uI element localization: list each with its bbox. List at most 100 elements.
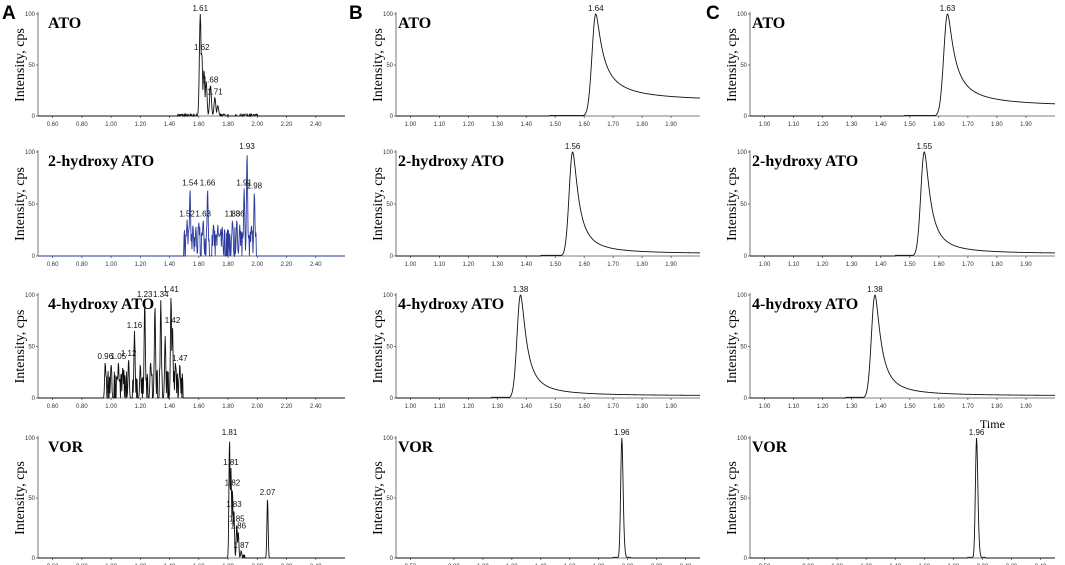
y-tick-label: 50 bbox=[28, 202, 35, 208]
y-tick-label: 100 bbox=[383, 150, 394, 156]
x-tick-label: 1.50 bbox=[904, 122, 916, 128]
series-trace bbox=[396, 151, 701, 257]
y-tick-label: 100 bbox=[383, 12, 394, 18]
x-tick-label: 2.40 bbox=[310, 262, 322, 268]
x-tick-label: 1.50 bbox=[904, 404, 916, 410]
analyte-label: VOR bbox=[48, 439, 84, 456]
peak-label: 1.62 bbox=[194, 43, 210, 52]
analyte-label: ATO bbox=[752, 15, 785, 32]
peak-label: 1.68 bbox=[203, 75, 219, 84]
y-axis-label: Intensity, cps bbox=[13, 167, 28, 241]
plot-c-4: 0501000.500.801.001.201.401.601.802.002.… bbox=[725, 428, 1055, 565]
x-tick-label: 1.10 bbox=[434, 122, 446, 128]
x-tick-label: 1.60 bbox=[193, 122, 205, 128]
peak-label: 1.91 bbox=[236, 178, 252, 187]
y-axis-label: Intensity, cps bbox=[371, 167, 386, 241]
x-tick-label: 1.80 bbox=[222, 122, 234, 128]
x-tick-label: 1.80 bbox=[991, 262, 1003, 268]
x-tick-label: 1.90 bbox=[665, 404, 677, 410]
series-trace bbox=[38, 13, 345, 118]
analyte-label: ATO bbox=[398, 15, 431, 32]
peak-label: 0.96 bbox=[97, 352, 113, 361]
x-tick-label: 1.00 bbox=[105, 122, 117, 128]
peak-label: 1.16 bbox=[127, 321, 143, 330]
series-trace bbox=[38, 298, 345, 400]
y-tick-label: 100 bbox=[25, 436, 36, 442]
x-tick-label: 1.70 bbox=[962, 404, 974, 410]
x-tick-label: 1.00 bbox=[105, 262, 117, 268]
peak-label: 1.41 bbox=[163, 285, 179, 294]
x-tick-label: 1.30 bbox=[491, 404, 503, 410]
x-tick-label: 1.10 bbox=[788, 262, 800, 268]
plot-c-1: 0 50 100 1.00 1.10 1.20 1.30 1.40 1.50 1.60 1.70 1.… bbox=[725, 4, 1056, 128]
x-tick-label: 1.00 bbox=[405, 404, 417, 410]
panel-letter-b: B bbox=[349, 3, 363, 24]
x-tick-label: 2.40 bbox=[310, 404, 322, 410]
peak-label: 1.96 bbox=[969, 428, 985, 437]
y-axis-label: Intensity, cps bbox=[725, 310, 740, 384]
x-tick-label: 1.60 bbox=[193, 404, 205, 410]
y-tick-label: 50 bbox=[386, 63, 393, 69]
x-tick-label: 0.80 bbox=[76, 122, 88, 128]
peak-label: 1.42 bbox=[165, 316, 181, 325]
x-tick-label: 1.80 bbox=[991, 122, 1003, 128]
x-tick-label: 1.40 bbox=[875, 262, 887, 268]
x-tick-label: 0.60 bbox=[47, 262, 59, 268]
y-tick-label: 50 bbox=[28, 63, 35, 69]
y-axis-label: Intensity, cps bbox=[13, 310, 28, 384]
x-tick-label: 1.90 bbox=[1020, 262, 1032, 268]
y-tick-label: 50 bbox=[740, 202, 747, 208]
y-tick-label: 50 bbox=[28, 496, 35, 502]
x-tick-label: 1.20 bbox=[463, 262, 475, 268]
x-tick-label: 1.20 bbox=[134, 262, 146, 268]
x-tick-label: 1.00 bbox=[759, 262, 771, 268]
x-tick-label: 1.20 bbox=[134, 404, 146, 410]
x-tick-label: 1.80 bbox=[636, 122, 648, 128]
plot-b-3: 0 50 100 1.00 1.10 1.20 1.30 1.40 1.50 1.60 1.70 1.… bbox=[371, 285, 700, 410]
x-tick-label: 0.60 bbox=[47, 122, 59, 128]
x-tick-label: 1.40 bbox=[164, 122, 176, 128]
x-tick-label: 1.90 bbox=[665, 262, 677, 268]
y-axis-label: Intensity, cps bbox=[371, 461, 386, 535]
peak-label: 1.98 bbox=[247, 182, 263, 191]
x-tick-label: 2.20 bbox=[281, 404, 293, 410]
y-axis-label: Intensity, cps bbox=[13, 461, 28, 535]
y-tick-label: 50 bbox=[386, 496, 393, 502]
peak-label: 1.86 bbox=[229, 210, 245, 219]
x-tick-label: 1.70 bbox=[607, 122, 619, 128]
y-tick-label: 100 bbox=[737, 12, 748, 18]
y-tick-label: 0 bbox=[32, 254, 36, 260]
x-tick-label: 1.30 bbox=[846, 262, 858, 268]
analyte-label: 4-hydroxy ATO bbox=[398, 296, 504, 313]
y-tick-label: 0 bbox=[744, 396, 748, 402]
y-tick-label: 50 bbox=[28, 345, 35, 351]
x-tick-label: 1.70 bbox=[962, 262, 974, 268]
y-tick-label: 100 bbox=[383, 436, 394, 442]
plot-a-1: 0 50 100 0.60 0.80 1.00 1.20 1.40 1.60 1.80 2.00 2.… bbox=[13, 4, 345, 128]
x-tick-label: 1.40 bbox=[520, 122, 532, 128]
y-tick-label: 0 bbox=[32, 556, 36, 562]
y-tick-label: 0 bbox=[744, 254, 748, 260]
y-tick-label: 100 bbox=[25, 12, 36, 18]
x-tick-label: 1.70 bbox=[607, 262, 619, 268]
peak-label: 1.61 bbox=[192, 4, 208, 13]
y-tick-label: 100 bbox=[737, 293, 748, 299]
x-tick-label: 1.00 bbox=[759, 404, 771, 410]
peak-label: 1.93 bbox=[239, 142, 255, 151]
y-axis-label: Intensity, cps bbox=[371, 310, 386, 384]
y-tick-label: 0 bbox=[390, 556, 394, 562]
peak-label: 1.05 bbox=[111, 352, 127, 361]
peak-label: 1.71 bbox=[207, 88, 223, 97]
y-tick-label: 0 bbox=[744, 556, 748, 562]
y-tick-label: 0 bbox=[390, 254, 394, 260]
x-tick-label: 1.60 bbox=[933, 122, 945, 128]
y-tick-label: 100 bbox=[737, 436, 748, 442]
peak-label: 1.23 bbox=[137, 290, 153, 299]
x-tick-label: 2.20 bbox=[281, 122, 293, 128]
x-tick-label: 1.40 bbox=[164, 404, 176, 410]
analyte-label: 2-hydroxy ATO bbox=[752, 153, 858, 170]
x-tick-label: 1.60 bbox=[193, 262, 205, 268]
x-tick-label: 1.80 bbox=[636, 404, 648, 410]
analyte-label: VOR bbox=[752, 439, 788, 456]
